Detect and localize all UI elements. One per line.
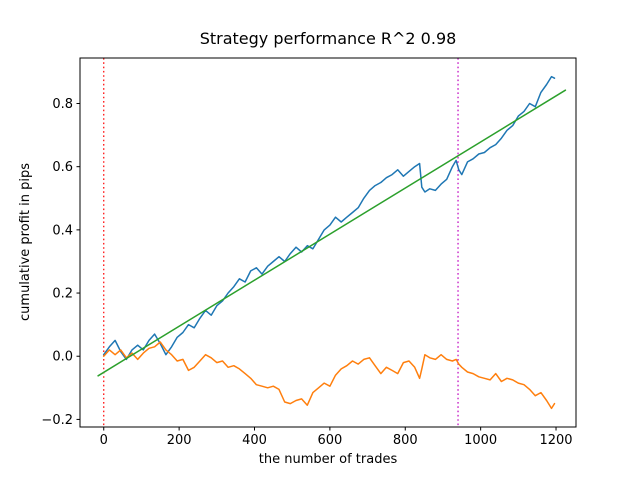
data-series	[97, 75, 567, 410]
x-tick-label: 400	[242, 433, 267, 448]
series-cumulative-profit-benchmark	[102, 341, 556, 410]
x-tick-label: 600	[317, 433, 342, 448]
y-tick-label: 0.2	[52, 287, 73, 302]
chart-title: Strategy performance R^2 0.98	[200, 29, 457, 48]
x-tick-label: 1000	[464, 433, 497, 448]
y-tick-label: 0.8	[52, 97, 73, 112]
y-tick-label: −0.2	[41, 413, 73, 428]
x-axis-ticks: 0 200 400 600 800 1000 1200	[100, 427, 573, 448]
y-tick-label: 0.6	[52, 160, 73, 175]
reference-vlines	[103, 58, 459, 427]
x-tick-label: 200	[167, 433, 192, 448]
series-linear-regression-fit	[97, 89, 567, 377]
x-axis-label: the number of trades	[259, 452, 398, 467]
axes-spines	[79, 57, 577, 428]
x-tick-label: 0	[100, 433, 108, 448]
plot-area	[80, 58, 576, 427]
x-tick-label: 1200	[539, 433, 572, 448]
y-tick-label: 0.0	[52, 350, 73, 365]
y-axis-label: cumulative profit in pips	[18, 163, 33, 321]
y-tick-label: 0.4	[52, 223, 73, 238]
x-tick-label: 800	[393, 433, 418, 448]
y-axis-ticks: −0.2 0.0 0.2 0.4 0.6 0.8	[41, 97, 80, 428]
series-cumulative-profit-strategy	[102, 75, 556, 361]
